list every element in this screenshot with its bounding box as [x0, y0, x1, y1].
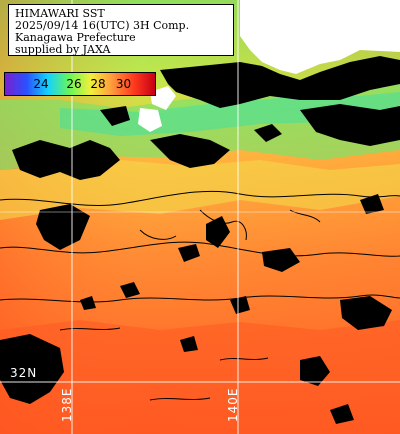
warm-water-south — [0, 320, 400, 434]
lon-label-138e: 138E — [60, 387, 74, 423]
land-mass-peninsula — [138, 108, 162, 132]
colorbar-tick-30: 30 — [115, 77, 132, 91]
info-supplier: supplied by JAXA — [15, 43, 111, 56]
info-title: HIMAWARI SST — [15, 7, 105, 20]
land-mass — [240, 0, 400, 74]
info-region: Kanagawa Prefecture — [15, 31, 136, 44]
colorbar-tick-28: 28 — [90, 77, 106, 91]
cloud-cover — [0, 56, 400, 424]
colorbar-tick-24: 24 — [33, 77, 49, 91]
temperature-colorbar: 24 26 28 30 — [4, 72, 156, 96]
info-datetime: 2025/09/14 16(UTC) 3H Comp. — [15, 19, 190, 32]
lat-label-32n: 32N — [10, 366, 38, 380]
map-info-box: HIMAWARI SST 2025/09/14 16(UTC) 3H Comp.… — [8, 4, 234, 56]
isotherm-contours — [0, 190, 400, 401]
lon-label-140e: 140E — [226, 387, 240, 423]
land-mass-west — [150, 86, 176, 110]
colorbar-tick-26: 26 — [66, 77, 82, 91]
